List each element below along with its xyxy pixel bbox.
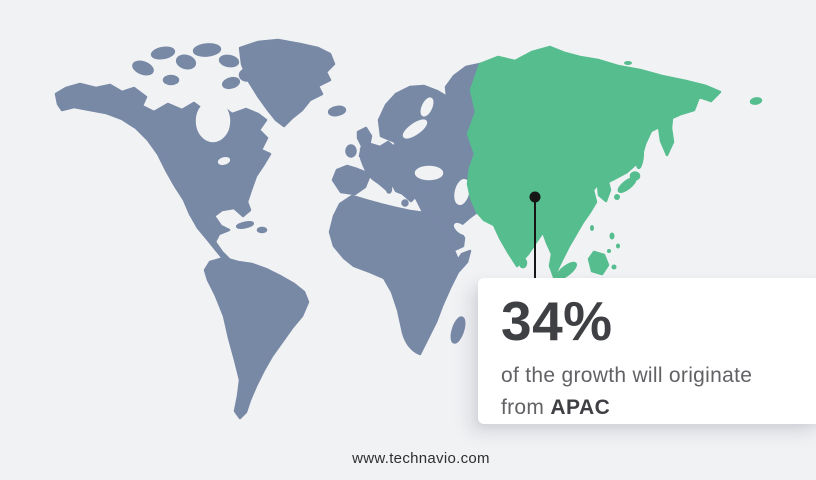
hainan-shape — [569, 235, 575, 241]
bering-island-shape — [704, 87, 716, 95]
greenland-shape — [238, 38, 336, 128]
black-sea-shape — [414, 165, 444, 181]
borneo-shape — [587, 250, 610, 276]
stat-description-line2-prefix: from — [501, 395, 551, 419]
iceland-shape — [327, 105, 347, 117]
baltic-sea-shape — [402, 119, 428, 139]
madagascar-shape — [450, 316, 466, 344]
europe-middleeast-shape — [331, 62, 482, 254]
sulawesi-shape — [611, 264, 617, 270]
world-landmasses — [54, 38, 482, 420]
stat-percentage: 34% — [501, 290, 613, 352]
hokkaido-shape — [629, 171, 641, 181]
philippines-shape — [609, 232, 615, 240]
apac-mainland-shape — [466, 45, 722, 279]
philippines-shape-2 — [616, 243, 620, 249]
arctic-isle-shape-2 — [624, 61, 632, 65]
marker-dot — [529, 191, 541, 203]
great-lakes-shape — [217, 157, 231, 165]
cuba-shape — [235, 221, 255, 229]
north-america-shape — [54, 82, 272, 271]
sicily-shape — [401, 199, 409, 207]
italy-shape — [394, 172, 417, 203]
ireland-shape — [345, 144, 357, 158]
kyushu-shape — [614, 194, 620, 200]
hudson-bay-shape — [195, 99, 231, 143]
caspian-sea-shape — [454, 179, 470, 205]
sakhalin-shape — [635, 146, 645, 170]
philippines-shape-3 — [607, 249, 611, 253]
stat-region-label: APAC — [550, 395, 611, 419]
apac-region — [466, 45, 763, 281]
africa-shape — [328, 194, 472, 356]
crete-shape — [422, 198, 432, 204]
greece-shape — [416, 178, 430, 195]
stat-description: of the growth will originate from APAC — [501, 360, 814, 423]
wrangel-island-shape — [749, 97, 763, 105]
persian-gulf-shape — [453, 222, 469, 236]
sardinia-shape — [385, 184, 393, 194]
foxe-basin-shape — [212, 90, 230, 104]
website-url: www.technavio.com — [352, 450, 490, 467]
hispaniola-shape — [256, 226, 268, 234]
gulf-of-bothnia-shape — [420, 97, 434, 117]
apac-marker — [529, 191, 541, 281]
stat-description-line1: of the growth will originate — [501, 364, 753, 387]
taiwan-shape — [590, 225, 594, 231]
inland-seas — [195, 90, 470, 236]
arctic-isle-shape — [548, 53, 556, 57]
sri-lanka-shape — [518, 257, 528, 269]
stat-card: 34% of the growth will originate from AP… — [478, 278, 816, 424]
arctic-islands-shapes — [132, 43, 256, 90]
south-america-shape — [203, 256, 310, 420]
